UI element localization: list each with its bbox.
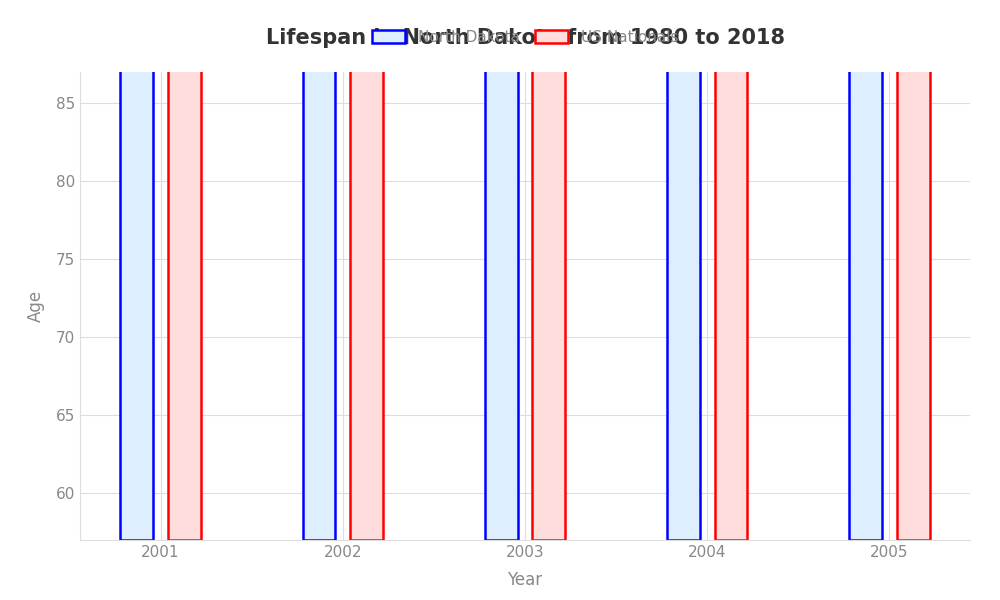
X-axis label: Year: Year	[507, 571, 543, 589]
Legend: North Dakota, US Nationals: North Dakota, US Nationals	[366, 23, 684, 51]
Bar	[715, 0, 747, 540]
Bar	[168, 0, 201, 540]
Bar	[303, 0, 335, 540]
Bar	[897, 0, 930, 540]
Y-axis label: Age: Age	[27, 290, 45, 322]
Bar	[485, 0, 518, 540]
Bar	[120, 0, 153, 540]
Bar	[849, 0, 882, 540]
Bar	[350, 0, 383, 540]
Bar	[667, 0, 700, 540]
Title: Lifespan in North Dakota from 1980 to 2018: Lifespan in North Dakota from 1980 to 20…	[266, 28, 784, 48]
Bar	[532, 0, 565, 540]
